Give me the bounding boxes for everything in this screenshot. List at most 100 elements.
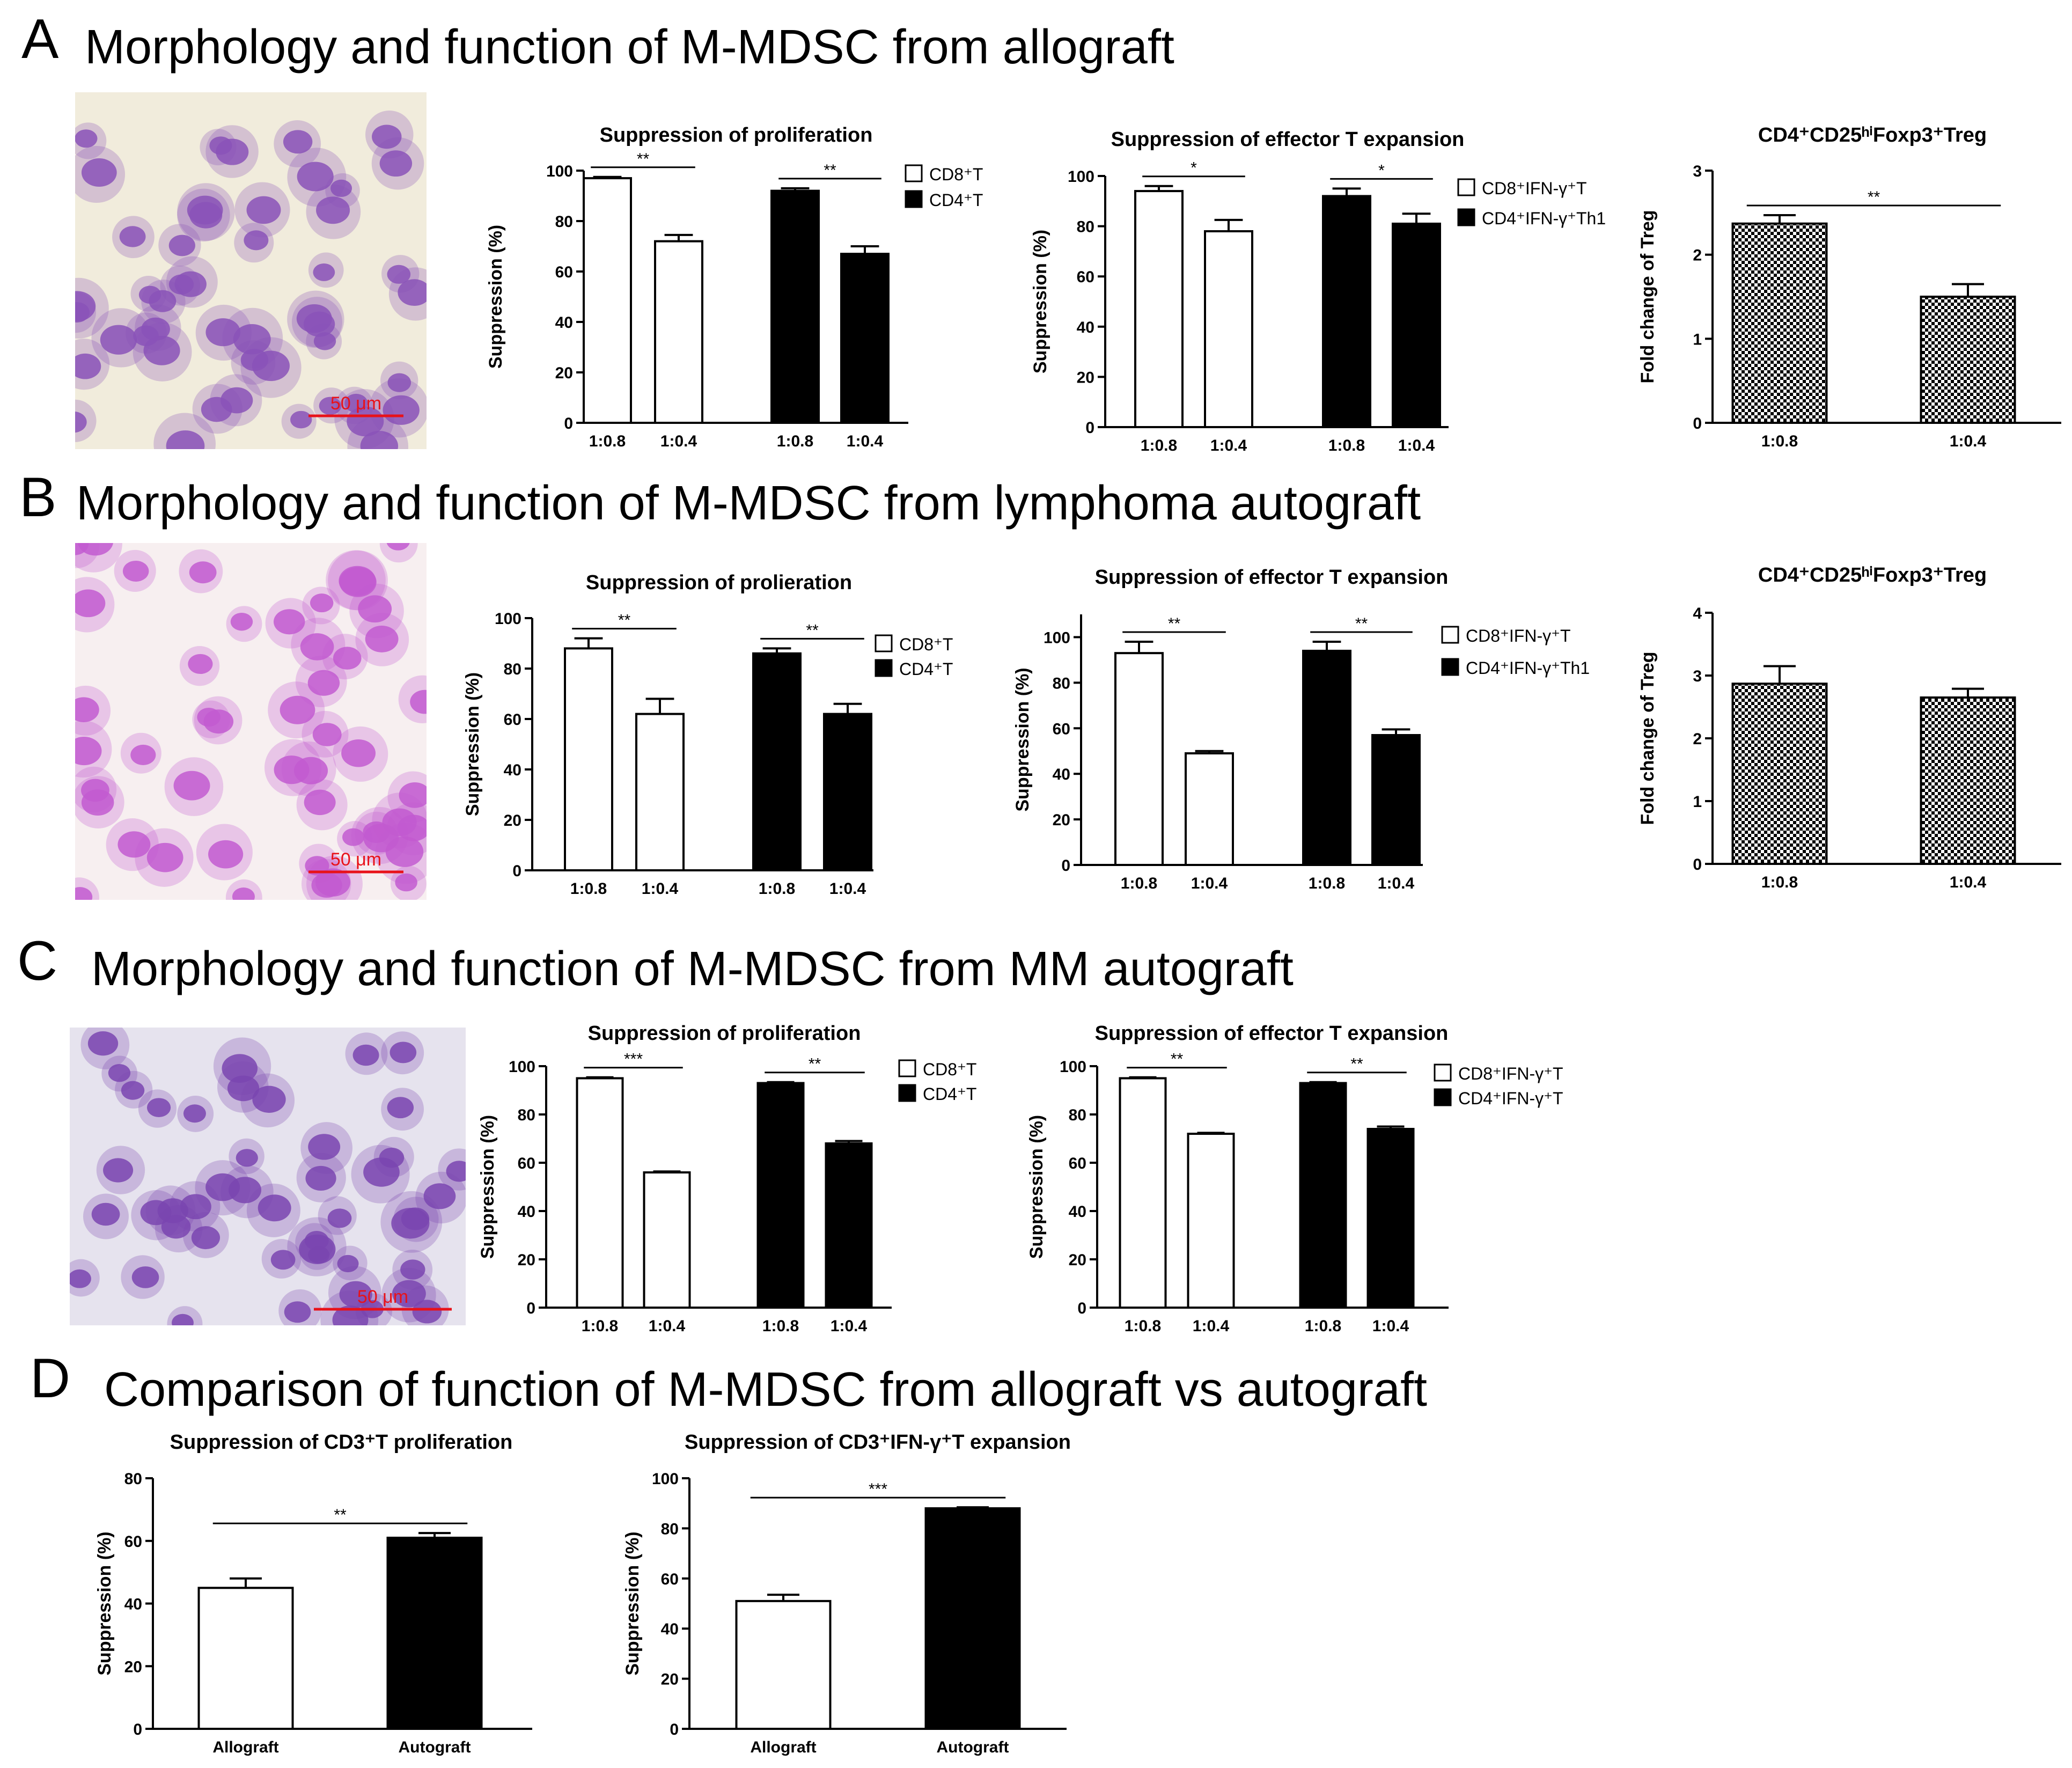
cell-nucleus bbox=[412, 1300, 442, 1324]
significance-label: ** bbox=[1171, 1051, 1184, 1068]
x-tick-label: 1:0.4 bbox=[642, 880, 679, 898]
y-tick-label: 0 bbox=[1085, 419, 1094, 437]
cell-nucleus bbox=[103, 1158, 134, 1183]
legend-swatch bbox=[905, 190, 923, 208]
x-tick-label: 1:0.8 bbox=[589, 432, 626, 450]
micrograph-c: 50 μm bbox=[70, 1028, 466, 1325]
cell-nucleus bbox=[121, 1081, 145, 1100]
x-tick-label: 1:0.8 bbox=[1305, 1317, 1341, 1335]
y-axis-label: Fold change of Treg bbox=[1637, 210, 1658, 383]
y-tick-label: 80 bbox=[518, 1106, 535, 1124]
cell-nucleus bbox=[342, 828, 365, 846]
legend-swatch bbox=[1434, 1088, 1452, 1106]
y-tick-label: 60 bbox=[504, 711, 521, 729]
y-tick-label: 40 bbox=[1077, 319, 1094, 336]
legend-swatch bbox=[1434, 1063, 1452, 1082]
x-tick-label: 1:0.8 bbox=[762, 1317, 799, 1335]
cell-nucleus bbox=[140, 1200, 172, 1226]
cell-nucleus bbox=[183, 1104, 206, 1123]
x-tick-label: Autograft bbox=[937, 1738, 1009, 1756]
bar bbox=[1920, 696, 2016, 865]
cell-nucleus bbox=[138, 285, 161, 304]
x-tick-label: 1:0.4 bbox=[1191, 875, 1228, 892]
cell-nucleus bbox=[398, 279, 427, 306]
legend-label: CD4⁺T bbox=[929, 190, 983, 210]
bar bbox=[823, 713, 872, 871]
cell-nucleus bbox=[81, 789, 114, 816]
cell-nucleus bbox=[363, 824, 399, 853]
bar bbox=[825, 1142, 873, 1309]
cell-nucleus bbox=[87, 1031, 119, 1056]
cell-nucleus bbox=[191, 1226, 221, 1250]
y-tick-label: 100 bbox=[652, 1470, 679, 1488]
chart-title: Suppression of proliferation bbox=[600, 124, 873, 146]
x-tick-label: Allograft bbox=[212, 1738, 278, 1756]
cell-nucleus bbox=[365, 625, 399, 652]
bar bbox=[1920, 296, 2016, 424]
cell-nucleus bbox=[423, 1183, 456, 1209]
cell-nucleus bbox=[130, 744, 156, 765]
cell-nucleus bbox=[233, 324, 271, 355]
x-tick-label: 1:0.8 bbox=[777, 432, 813, 450]
x-tick-label: 1:0.8 bbox=[1761, 874, 1798, 891]
cell-nucleus bbox=[229, 1177, 262, 1204]
cell-nucleus bbox=[168, 274, 194, 295]
cell-nucleus bbox=[222, 1054, 258, 1083]
scale-bar-label: 50 μm bbox=[357, 1287, 408, 1307]
bar bbox=[583, 177, 632, 424]
cell-nucleus bbox=[327, 1208, 352, 1228]
cell-nucleus bbox=[189, 561, 217, 584]
cell-nucleus bbox=[379, 150, 413, 177]
y-tick-label: 60 bbox=[1077, 268, 1094, 286]
cell-nucleus bbox=[312, 723, 342, 746]
cell-nucleus bbox=[75, 411, 87, 433]
x-tick-label: 1:0.8 bbox=[759, 880, 795, 898]
cell-nucleus bbox=[274, 755, 310, 784]
cell-nucleus bbox=[308, 1134, 341, 1160]
bar bbox=[770, 189, 820, 424]
chart-title: Suppression of proliferation bbox=[588, 1022, 861, 1045]
y-tick-label: 0 bbox=[526, 1300, 535, 1317]
y-tick-label: 100 bbox=[1060, 1058, 1086, 1076]
legend-swatch bbox=[1441, 658, 1459, 676]
y-tick-label: 20 bbox=[504, 812, 521, 830]
legend-swatch bbox=[875, 659, 893, 677]
legend-swatch bbox=[898, 1084, 916, 1102]
legend-swatch bbox=[905, 164, 923, 182]
cell-nucleus bbox=[81, 158, 117, 187]
x-tick-label: 1:0.8 bbox=[1309, 875, 1345, 892]
cell-nucleus bbox=[391, 1208, 430, 1239]
y-tick-label: 100 bbox=[509, 1058, 535, 1076]
cell-nucleus bbox=[300, 633, 334, 661]
cell-nucleus bbox=[304, 789, 336, 816]
cell-nucleus bbox=[246, 196, 281, 224]
chart-b-treg: CD4⁺CD25ʰⁱFoxp3⁺Treg 0 1 2 3 4 Fold change of … bbox=[1637, 564, 2061, 891]
chart-a-effector-expansion: Suppression of effector T expansion 0 20 40… bbox=[1030, 128, 1606, 454]
legend-label: CD8⁺T bbox=[899, 635, 953, 654]
bar bbox=[1185, 752, 1234, 867]
chart-title: CD4⁺CD25ʰⁱFoxp3⁺Treg bbox=[1758, 124, 1987, 146]
cell-nucleus bbox=[352, 1044, 379, 1066]
row-header-c: C Morphology and function of M‑MDSC from… bbox=[17, 930, 1294, 996]
cell-nucleus bbox=[347, 406, 384, 437]
cell-nucleus bbox=[305, 1165, 336, 1191]
cell-nucleus bbox=[131, 1266, 159, 1288]
cell-nucleus bbox=[173, 771, 210, 801]
x-tick-label: 1:0.4 bbox=[660, 432, 697, 450]
chart-title: Suppression of CD3⁺IFN-γ⁺T expansion bbox=[685, 1431, 1071, 1454]
cell-nucleus bbox=[303, 311, 335, 337]
y-tick-label: 60 bbox=[1053, 720, 1070, 738]
cell-nucleus bbox=[244, 230, 269, 251]
y-tick-label: 60 bbox=[124, 1533, 142, 1551]
cell-nucleus bbox=[252, 1085, 286, 1113]
cell-nucleus bbox=[75, 887, 93, 900]
cell-nucleus bbox=[75, 129, 98, 148]
cell-nucleus bbox=[358, 595, 392, 623]
cell-nucleus bbox=[201, 397, 232, 422]
significance-label: ** bbox=[637, 150, 650, 168]
cell-nucleus bbox=[379, 1147, 405, 1168]
chart-c-effector-expansion: Suppression of effector T expansion 0 20 40… bbox=[1026, 1022, 1563, 1335]
chart-b-proliferation: Suppression of prolieration 0 20 40 60 80 100 S… bbox=[462, 571, 953, 898]
y-tick-label: 40 bbox=[518, 1203, 535, 1221]
y-tick-label: 60 bbox=[1069, 1155, 1086, 1172]
